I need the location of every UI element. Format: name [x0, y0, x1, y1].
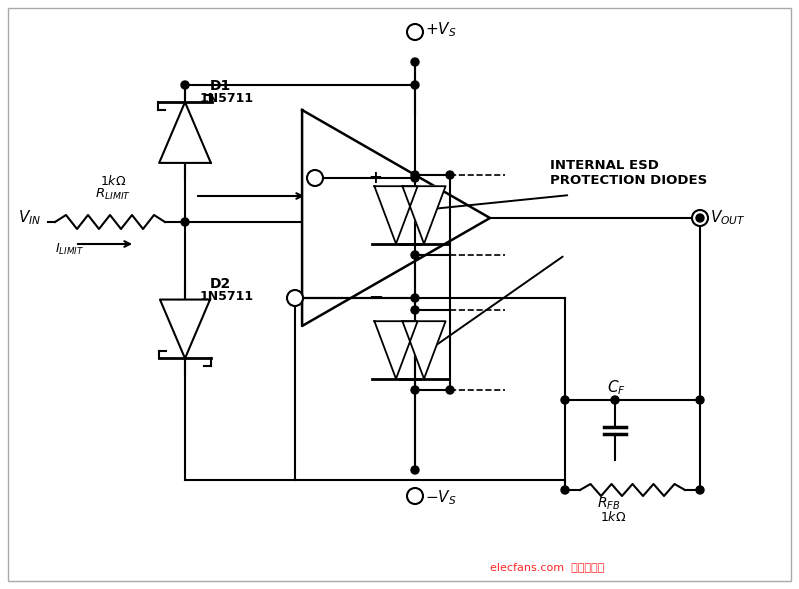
Text: $-V_S$: $-V_S$	[425, 489, 456, 507]
Circle shape	[411, 81, 419, 89]
Circle shape	[411, 306, 419, 314]
Text: −: −	[368, 289, 384, 307]
Text: $V_{IN}$: $V_{IN}$	[18, 209, 42, 227]
Text: $V_{OUT}$: $V_{OUT}$	[710, 209, 745, 227]
Circle shape	[411, 386, 419, 394]
Text: PROTECTION DIODES: PROTECTION DIODES	[550, 174, 707, 187]
Circle shape	[287, 290, 303, 306]
Circle shape	[307, 170, 323, 186]
Circle shape	[407, 488, 423, 504]
Polygon shape	[375, 186, 418, 244]
Circle shape	[411, 174, 419, 182]
Circle shape	[411, 171, 419, 179]
Circle shape	[611, 396, 619, 404]
Circle shape	[411, 294, 419, 302]
Polygon shape	[159, 102, 211, 163]
Text: D1: D1	[210, 79, 231, 93]
Circle shape	[696, 486, 704, 494]
Circle shape	[561, 486, 569, 494]
Circle shape	[411, 58, 419, 66]
Polygon shape	[375, 321, 418, 379]
Text: +: +	[368, 169, 382, 187]
Text: 1N5711: 1N5711	[200, 92, 254, 105]
Circle shape	[411, 251, 419, 259]
Circle shape	[561, 396, 569, 404]
Circle shape	[692, 210, 708, 226]
Text: elecfans.com  电子发烧友: elecfans.com 电子发烧友	[490, 562, 604, 572]
Text: $C_F$: $C_F$	[607, 379, 626, 398]
Text: $1k\Omega$: $1k\Omega$	[600, 510, 626, 524]
Text: D2: D2	[210, 277, 231, 291]
Text: $1k\Omega$: $1k\Omega$	[100, 174, 126, 188]
Text: 1N5711: 1N5711	[200, 290, 254, 303]
Polygon shape	[403, 321, 446, 379]
Text: $I_{LIMIT}$: $I_{LIMIT}$	[55, 242, 84, 257]
Polygon shape	[302, 110, 490, 326]
Circle shape	[696, 214, 704, 222]
Polygon shape	[403, 186, 446, 244]
Circle shape	[696, 396, 704, 404]
Circle shape	[181, 81, 189, 89]
Text: $\leq 5mA$: $\leq 5mA$	[323, 196, 368, 209]
Circle shape	[446, 386, 454, 394]
Circle shape	[407, 24, 423, 40]
Text: INTERNAL ESD: INTERNAL ESD	[550, 158, 659, 171]
Text: $R_{LIMIT}$: $R_{LIMIT}$	[95, 187, 131, 201]
Polygon shape	[160, 300, 210, 359]
Circle shape	[446, 171, 454, 179]
Text: $I_{IN(MAX)}$: $I_{IN(MAX)}$	[320, 181, 360, 198]
Text: $+V_S$: $+V_S$	[425, 21, 456, 39]
Text: $R_{FB}$: $R_{FB}$	[597, 496, 620, 512]
Circle shape	[181, 218, 189, 226]
Circle shape	[411, 466, 419, 474]
